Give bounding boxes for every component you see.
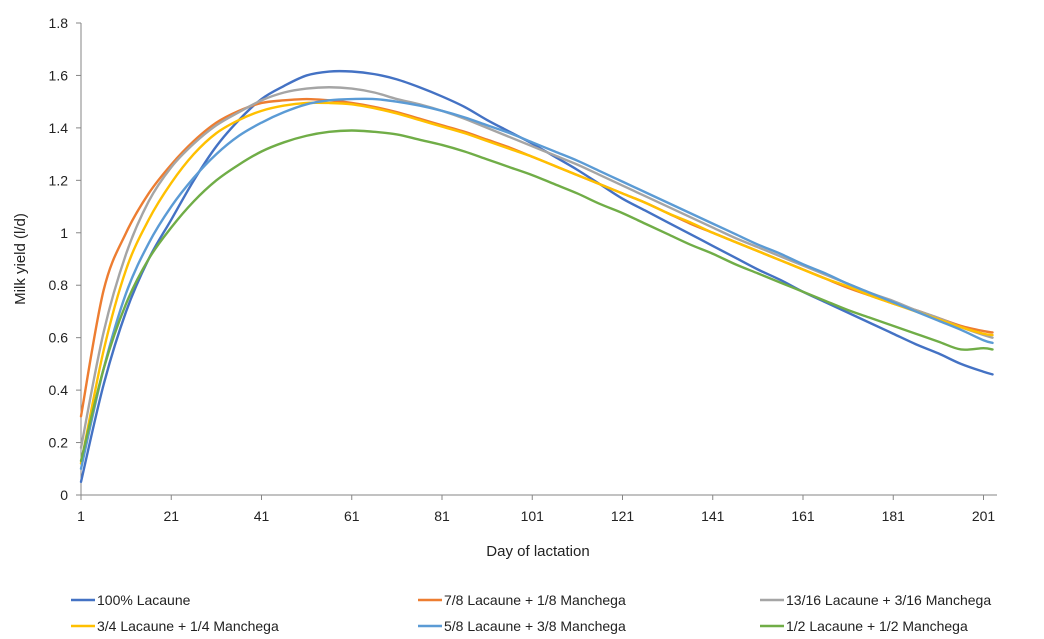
- y-tick-label: 1.8: [49, 15, 69, 31]
- y-tick-label: 1.4: [49, 120, 69, 136]
- y-tick-label: 1: [60, 225, 68, 241]
- legend-entry: 13/16 Lacaune + 3/16 Manchega: [786, 592, 991, 608]
- y-tick-label: 0.2: [49, 435, 69, 451]
- y-axis-title: Milk yield (l/d): [12, 213, 29, 305]
- x-tick-label: 81: [434, 508, 450, 524]
- x-tick-label: 201: [972, 508, 996, 524]
- series-line-3: [79, 86, 994, 449]
- legend-entry: 100% Lacaune: [97, 592, 191, 608]
- series-line-1: [79, 69, 994, 484]
- y-tick-label: 0.6: [49, 330, 69, 346]
- legend-entry: 3/4 Lacaune + 1/4 Manchega: [97, 618, 279, 634]
- y-tick-label: 0.4: [49, 382, 69, 398]
- x-tick-label: 181: [882, 508, 906, 524]
- legend-entry: 1/2 Lacaune + 1/2 Manchega: [786, 618, 968, 634]
- x-tick-label: 1: [77, 508, 85, 524]
- legend-entry: 5/8 Lacaune + 3/8 Manchega: [444, 618, 626, 634]
- series-lines: [79, 69, 994, 484]
- series-line-4: [79, 101, 994, 465]
- x-tick-label: 61: [344, 508, 360, 524]
- x-axis-ticks: 1 21 41 61 81 101 121 141 161 181 201: [77, 495, 995, 524]
- x-tick-label: 161: [791, 508, 815, 524]
- y-tick-label: 0.8: [49, 277, 69, 293]
- x-tick-label: 21: [163, 508, 179, 524]
- x-tick-label: 41: [254, 508, 270, 524]
- legend-entry: 7/8 Lacaune + 1/8 Manchega: [444, 592, 626, 608]
- legend: 100% Lacaune 7/8 Lacaune + 1/8 Manchega 13…: [71, 592, 991, 634]
- series-line-5: [79, 97, 994, 470]
- axes: [80, 23, 997, 496]
- x-tick-label: 101: [521, 508, 545, 524]
- y-tick-label: 0: [60, 487, 68, 503]
- y-tick-label: 1.2: [49, 172, 69, 188]
- x-tick-label: 121: [611, 508, 635, 524]
- y-tick-label: 1.6: [49, 67, 69, 83]
- x-axis-title: Day of lactation: [486, 543, 589, 560]
- y-axis-ticks: 0 0.2 0.4 0.6 0.8 1 1.2 1.4 1.6 1.8: [49, 15, 81, 503]
- series-line-6: [79, 129, 994, 463]
- x-tick-label: 141: [701, 508, 725, 524]
